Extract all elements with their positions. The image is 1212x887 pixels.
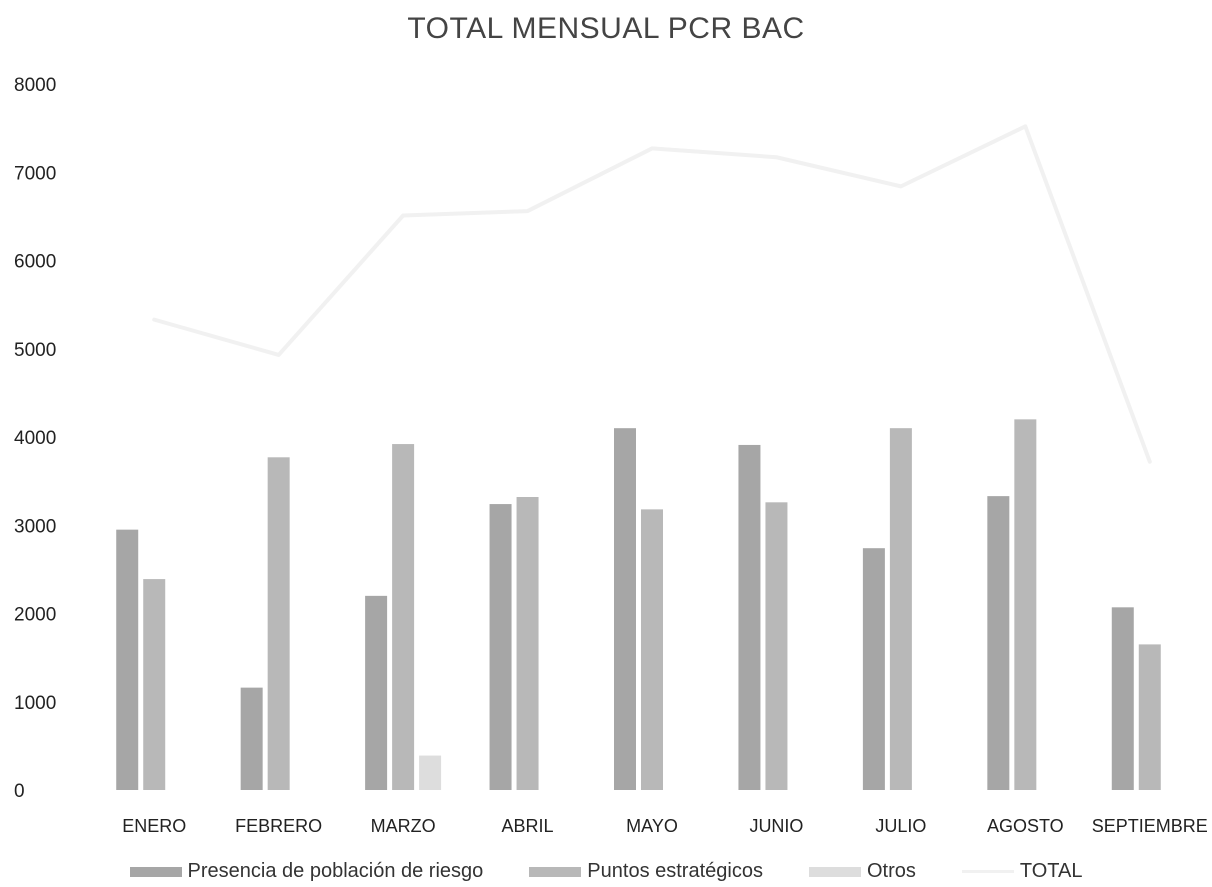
bar-presencia-de-poblaci-n-de-riesgo-abril	[489, 504, 512, 790]
x-tick-label-marzo: MARZO	[371, 816, 436, 836]
bar-puntos-estrat-gicos-mayo	[641, 509, 663, 790]
bar-presencia-de-poblaci-n-de-riesgo-febrero	[240, 687, 263, 790]
bar-puntos-estrat-gicos-febrero	[267, 457, 290, 790]
bar-presencia-de-poblaci-n-de-riesgo-enero	[116, 529, 139, 790]
legend-swatch-total	[961, 870, 1014, 873]
legend-item-presencia: Presencia de población de riesgo	[129, 860, 484, 883]
bar-presencia-de-poblaci-n-de-riesgo-septiembre	[1111, 607, 1134, 790]
y-tick-label: 8000	[14, 75, 56, 96]
legend: Presencia de población de riesgo Puntos …	[0, 860, 1212, 883]
total-line-group	[152, 124, 1152, 464]
y-tick-label: 4000	[14, 428, 56, 449]
bar-puntos-estrat-gicos-marzo	[392, 444, 415, 790]
y-tick-label: 5000	[14, 340, 56, 361]
legend-item-puntos: Puntos estratégicos	[529, 860, 763, 883]
x-tick-label-abril: ABRIL	[502, 816, 554, 836]
bar-puntos-estrat-gicos-septiembre	[1138, 644, 1161, 790]
legend-swatch-otros	[808, 866, 861, 877]
x-tick-label-mayo: MAYO	[626, 816, 678, 836]
x-tick-label-febrero: FEBRERO	[235, 816, 322, 836]
x-tick-label-septiembre: SEPTIEMBRE	[1092, 816, 1208, 836]
legend-item-otros: Otros	[808, 860, 916, 883]
y-tick-label: 0	[14, 781, 25, 802]
bar-presencia-de-poblaci-n-de-riesgo-marzo	[365, 595, 388, 790]
y-tick-label: 1000	[14, 693, 56, 714]
bar-presencia-de-poblaci-n-de-riesgo-mayo	[614, 428, 636, 790]
y-tick-label: 7000	[14, 163, 56, 184]
bars-group	[116, 419, 1161, 790]
y-tick-label: 2000	[14, 605, 56, 626]
bar-puntos-estrat-gicos-abril	[516, 497, 539, 790]
bar-puntos-estrat-gicos-junio	[765, 502, 788, 790]
chart-title: TOTAL MENSUAL PCR BAC	[407, 12, 805, 45]
bar-puntos-estrat-gicos-agosto	[1014, 419, 1037, 790]
legend-label-presencia: Presencia de población de riesgo	[187, 860, 484, 882]
bar-presencia-de-poblaci-n-de-riesgo-julio	[862, 548, 885, 790]
x-tick-label-enero: ENERO	[122, 816, 186, 836]
legend-label-otros: Otros	[866, 860, 916, 882]
bar-otros-marzo	[419, 755, 442, 790]
line-total	[152, 124, 1152, 464]
x-tick-label-julio: JULIO	[875, 816, 926, 836]
legend-swatch-puntos	[529, 866, 582, 877]
y-axis-ticks: 0 1000 2000 3000 4000 5000 6000 7000 8000	[14, 75, 56, 802]
bar-presencia-de-poblaci-n-de-riesgo-agosto	[987, 496, 1010, 790]
bar-puntos-estrat-gicos-julio	[889, 428, 912, 790]
y-tick-label: 6000	[14, 252, 56, 273]
y-tick-label: 3000	[14, 516, 56, 537]
x-tick-label-agosto: AGOSTO	[987, 816, 1064, 836]
bar-presencia-de-poblaci-n-de-riesgo-junio	[738, 444, 761, 790]
legend-label-total: TOTAL	[1019, 860, 1083, 882]
x-tick-label-junio: JUNIO	[749, 816, 803, 836]
bar-puntos-estrat-gicos-enero	[143, 579, 166, 790]
legend-swatch-presencia	[129, 866, 182, 877]
legend-item-total: TOTAL	[961, 860, 1083, 883]
x-axis-labels: ENERO FEBRERO MARZO ABRIL MAYO JUNIO JULIO AGOS…	[122, 816, 1208, 836]
legend-label-puntos: Puntos estratégicos	[587, 860, 763, 882]
